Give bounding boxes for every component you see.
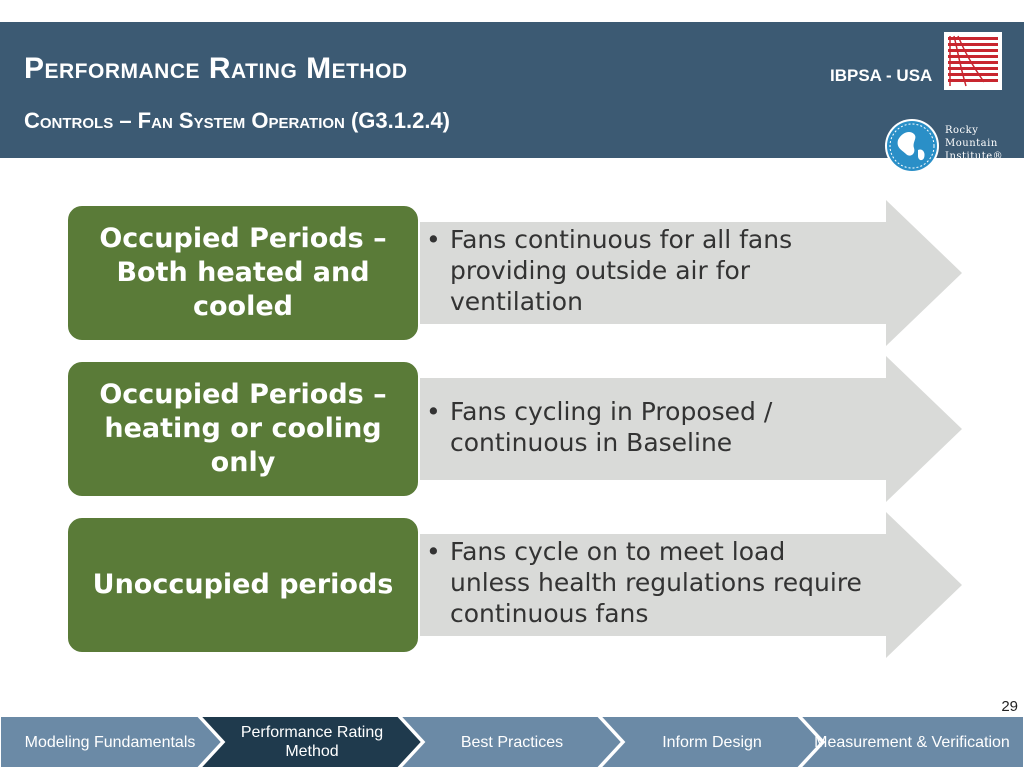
condition-label: Occupied Periods – heating or cooling on… bbox=[99, 379, 387, 478]
rule-row: Occupied Periods – Both heated and coole… bbox=[66, 200, 966, 346]
arrow-shape bbox=[406, 512, 962, 658]
rule-row: Occupied Periods – heating or cooling on… bbox=[66, 356, 966, 502]
nav-chevron-inform-design bbox=[598, 716, 824, 768]
nav-item-best-practices[interactable]: Best Practices bbox=[460, 733, 564, 751]
bullet-dot-icon: • bbox=[426, 537, 441, 566]
nav-chevron-performance-rating-method bbox=[198, 716, 424, 768]
arrow-shape bbox=[406, 200, 962, 346]
condition-box: Occupied Periods – heating or cooling on… bbox=[66, 360, 420, 498]
nav-chevron-measurement-verification bbox=[798, 716, 1024, 768]
rule-row: Unoccupied periods • Fans cycle on to me… bbox=[66, 512, 966, 658]
slide-subtitle: Controls – Fan System Operation (G3.1.2.… bbox=[24, 108, 451, 133]
rule-bullet: • Fans cycle on to meet load unless heal… bbox=[424, 536, 864, 629]
condition-box: Unoccupied periods bbox=[66, 516, 420, 654]
nav-chevron-best-practices bbox=[398, 716, 624, 768]
page-number: 29 bbox=[1001, 698, 1018, 715]
nav-chevron-modeling-fundamentals bbox=[0, 716, 224, 768]
slide-title: Performance Rating Method bbox=[24, 52, 408, 85]
rule-text: Fans cycling in Proposed / continuous in… bbox=[450, 397, 773, 457]
nav-item-performance-rating-method[interactable]: Performance Rating Method bbox=[240, 724, 384, 760]
bullet-dot-icon: • bbox=[426, 225, 441, 254]
rmi-logo-text: Rocky Mountain Institute® bbox=[945, 125, 1004, 162]
condition-label: Occupied Periods – Both heated and coole… bbox=[99, 223, 387, 322]
nav-chevrons bbox=[0, 716, 1024, 768]
condition-label: Unoccupied periods bbox=[92, 569, 394, 600]
arrow-shape bbox=[406, 356, 962, 502]
header-band: Performance Rating Method Controls – Fan… bbox=[0, 22, 1024, 173]
rule-text: Fans continuous for all fans providing o… bbox=[450, 225, 793, 316]
rule-bullet: • Fans continuous for all fans providing… bbox=[424, 224, 864, 317]
nav-item-measurement-verification[interactable]: Measurement & Verification bbox=[814, 733, 1010, 751]
globe-icon bbox=[885, 119, 939, 173]
condition-box: Occupied Periods – Both heated and coole… bbox=[66, 204, 420, 342]
ibpsa-usa-logo: IBPSA - USA bbox=[830, 66, 933, 85]
section-nav: Modeling Fundamentals Performance Rating… bbox=[0, 716, 1024, 768]
bullet-dot-icon: • bbox=[426, 397, 441, 426]
rule-bullet: • Fans cycling in Proposed / continuous … bbox=[424, 396, 864, 458]
rule-text: Fans cycle on to meet load unless health… bbox=[450, 537, 862, 628]
ibpsa-flag-logo-icon bbox=[944, 32, 1002, 90]
nav-item-inform-design[interactable]: Inform Design bbox=[662, 733, 762, 751]
nav-item-modeling-fundamentals[interactable]: Modeling Fundamentals bbox=[24, 733, 196, 751]
rmi-logo: Rocky Mountain Institute® bbox=[884, 118, 1008, 176]
